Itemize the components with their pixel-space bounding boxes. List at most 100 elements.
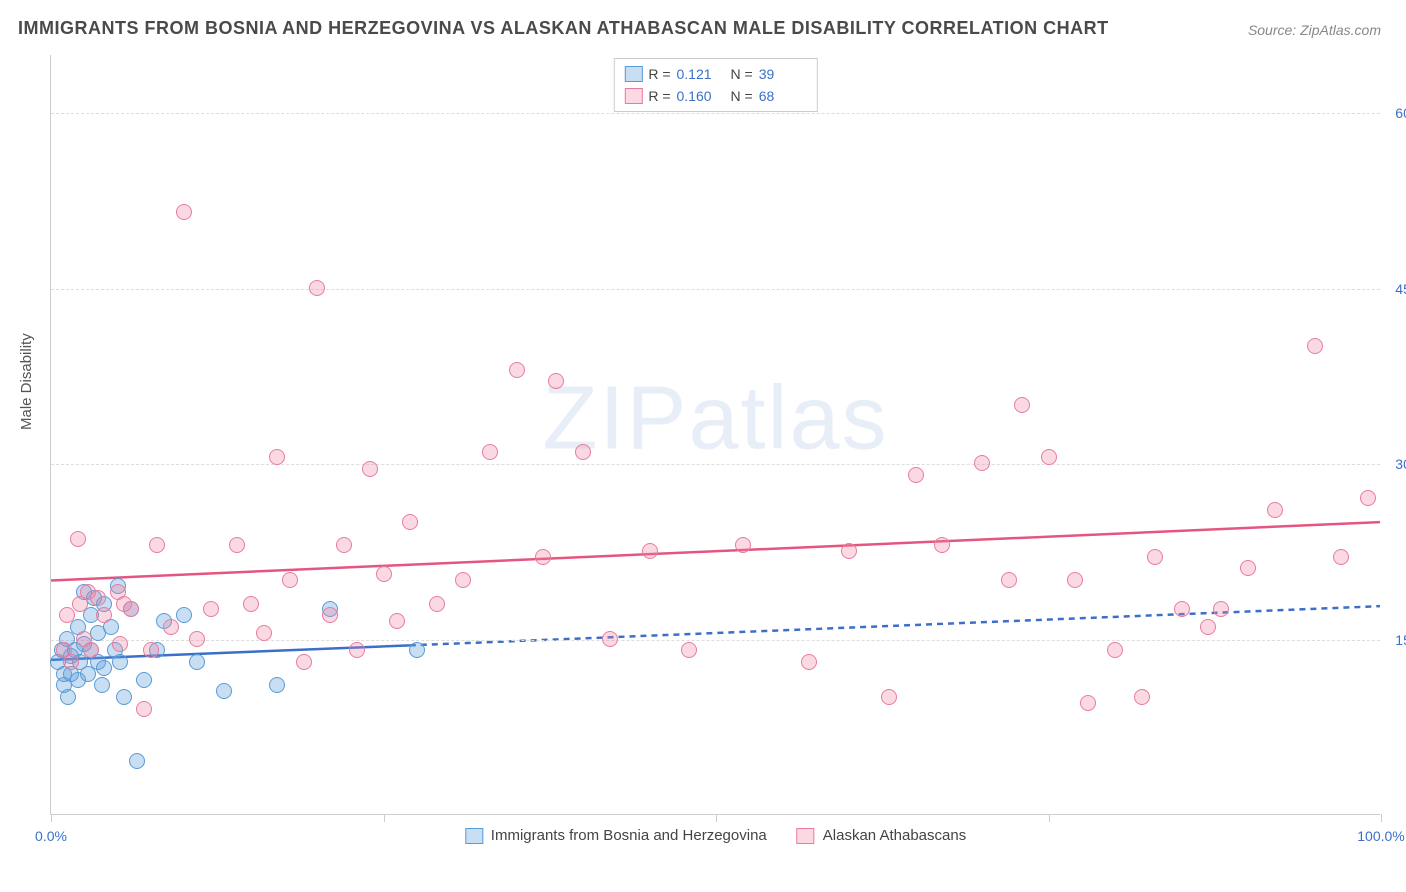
data-point [129,753,145,769]
n-value: 68 [759,85,807,107]
series-legend: Immigrants from Bosnia and Herzegovina Al… [465,827,966,844]
y-tick-label: 30.0% [1395,456,1406,472]
legend-label: Immigrants from Bosnia and Herzegovina [491,827,767,844]
gridline [51,289,1380,290]
x-tick [51,814,52,822]
data-point [1080,695,1096,711]
data-point [203,601,219,617]
data-point [642,543,658,559]
legend-swatch [797,828,815,844]
data-point [90,590,106,606]
data-point [96,607,112,623]
data-point [336,537,352,553]
data-point [735,537,751,553]
data-point [176,607,192,623]
data-point [1360,490,1376,506]
data-point [256,625,272,641]
source-label: Source: ZipAtlas.com [1248,22,1381,38]
data-point [1107,642,1123,658]
data-point [362,461,378,477]
r-value: 0.121 [677,63,725,85]
data-point [1067,572,1083,588]
data-point [409,642,425,658]
data-point [429,596,445,612]
data-point [143,642,159,658]
data-point [455,572,471,588]
data-point [116,689,132,705]
y-tick-label: 60.0% [1395,105,1406,121]
data-point [149,537,165,553]
data-point [1147,549,1163,565]
data-point [60,689,76,705]
data-point [229,537,245,553]
r-label: R = [648,85,670,107]
data-point [908,467,924,483]
data-point [535,549,551,565]
legend-item: Alaskan Athabascans [797,827,966,844]
data-point [94,677,110,693]
legend-item: Immigrants from Bosnia and Herzegovina [465,827,767,844]
data-point [402,514,418,530]
data-point [1200,619,1216,635]
data-point [1014,397,1030,413]
data-point [1041,449,1057,465]
data-point [1333,549,1349,565]
data-point [83,642,99,658]
data-point [548,373,564,389]
trend-lines [51,55,1380,814]
data-point [123,601,139,617]
data-point [112,636,128,652]
data-point [934,537,950,553]
legend-label: Alaskan Athabascans [823,827,966,844]
data-point [269,449,285,465]
chart-title: IMMIGRANTS FROM BOSNIA AND HERZEGOVINA V… [18,18,1109,39]
data-point [1307,338,1323,354]
data-point [59,607,75,623]
data-point [216,683,232,699]
data-point [309,280,325,296]
legend-swatch [624,66,642,82]
data-point [801,654,817,670]
x-tick-label: 100.0% [1357,828,1404,844]
legend-swatch [465,828,483,844]
data-point [189,631,205,647]
x-tick [1381,814,1382,822]
data-point [136,672,152,688]
data-point [1001,572,1017,588]
watermark-zip: ZIP [542,369,688,469]
trend-line [51,522,1380,580]
data-point [96,660,112,676]
data-point [322,607,338,623]
chart-plot-area: ZIPatlas R =0.121N =39R =0.160N =68 Immi… [50,55,1380,815]
data-point [681,642,697,658]
data-point [1174,601,1190,617]
watermark-rest: atlas [688,369,888,469]
data-point [881,689,897,705]
data-point [974,455,990,471]
r-label: R = [648,63,670,85]
x-tick [1049,814,1050,822]
y-tick-label: 15.0% [1395,632,1406,648]
data-point [282,572,298,588]
gridline [51,464,1380,465]
y-axis-title: Male Disability [18,333,35,430]
data-point [841,543,857,559]
stats-row: R =0.160N =68 [624,85,806,107]
data-point [602,631,618,647]
data-point [1134,689,1150,705]
stats-row: R =0.121N =39 [624,63,806,85]
data-point [269,677,285,693]
gridline [51,640,1380,641]
data-point [1213,601,1229,617]
data-point [1240,560,1256,576]
data-point [243,596,259,612]
y-tick-label: 45.0% [1395,281,1406,297]
stats-legend: R =0.121N =39R =0.160N =68 [613,58,817,112]
data-point [389,613,405,629]
n-value: 39 [759,63,807,85]
n-label: N = [731,85,753,107]
watermark: ZIPatlas [542,368,888,471]
data-point [509,362,525,378]
data-point [575,444,591,460]
data-point [1267,502,1283,518]
